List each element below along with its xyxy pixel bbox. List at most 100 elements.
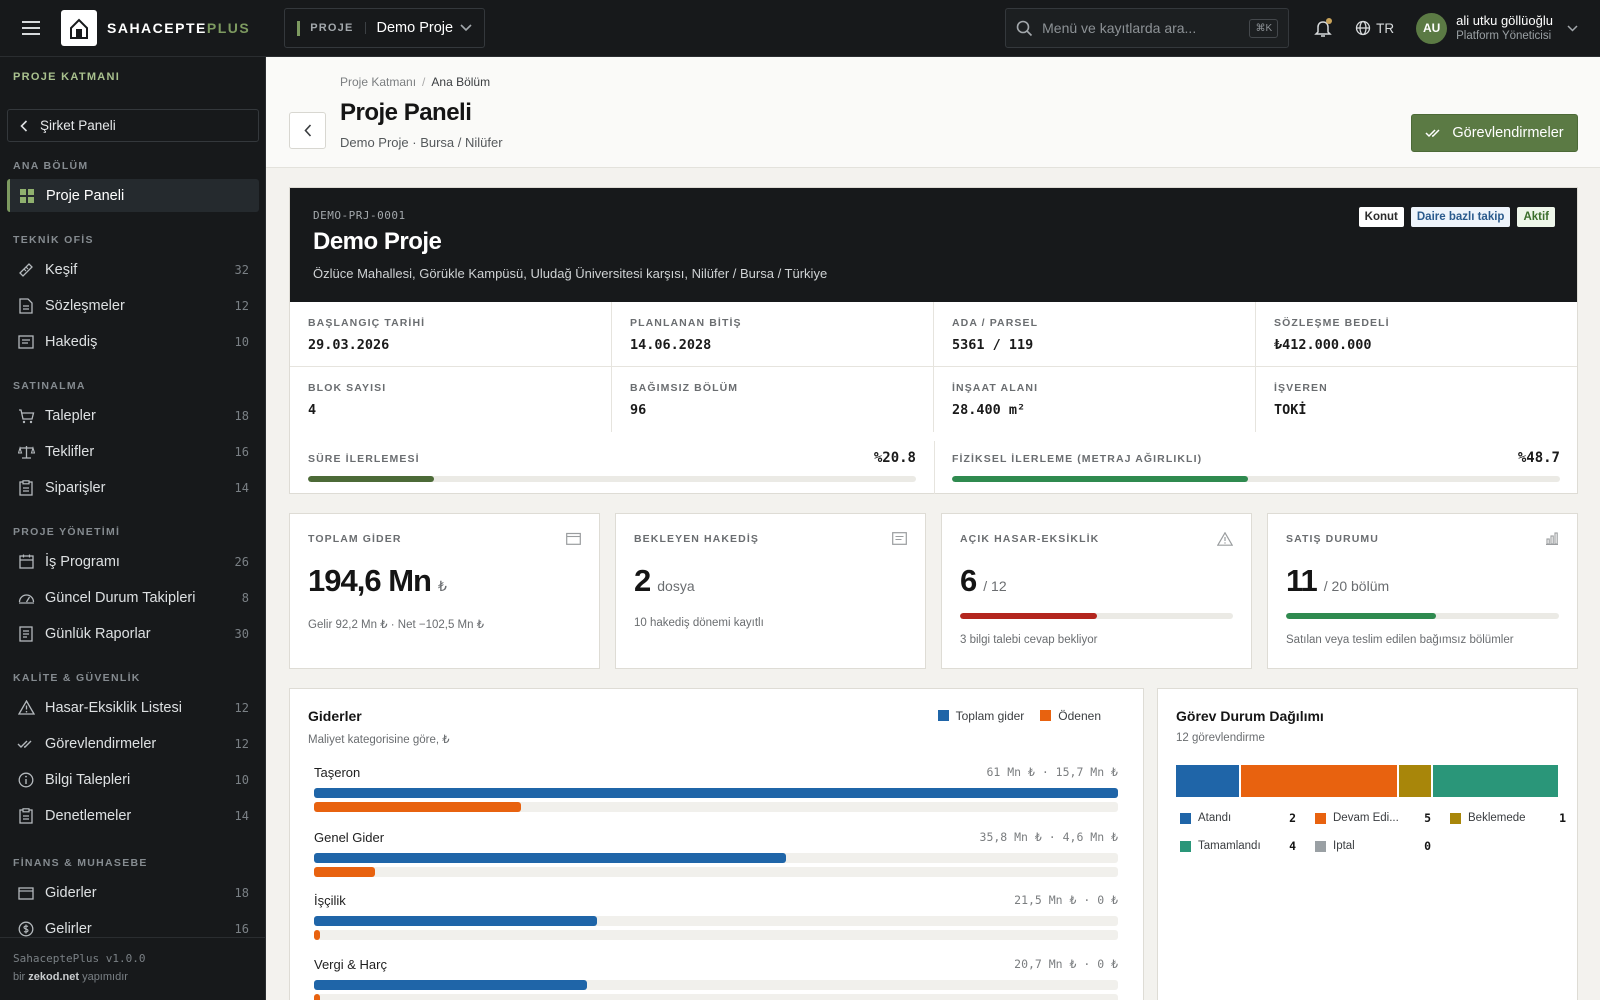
expenses-chart-card: Giderler Maliyet kategorisine göre, ₺ To… [289,688,1144,1000]
sidebar-item-count: 8 [241,590,249,605]
sidebar-item-status-tracking[interactable]: Güncel Durum Takipleri 8 [7,581,259,614]
notifications-button[interactable] [1311,16,1335,40]
global-search: ⌘K [1005,8,1290,48]
company-panel-back-button[interactable]: Şirket Paneli [7,109,259,142]
clipboard-check-icon [17,807,35,825]
expense-bar-track [314,930,1118,940]
chevron-down-icon [1567,24,1578,32]
breadcrumb: Proje Katmanı / Ana Bölüm [340,75,491,89]
project-switcher[interactable]: PROJE Demo Proje [284,8,486,48]
expense-paid-bar[interactable] [314,802,521,812]
sidebar-item-info-requests[interactable]: Bilgi Talepleri 10 [7,763,259,796]
expense-row: Vergi & Harç 20,7 Mn ₺ · 0 ₺ [314,957,1118,1000]
back-button[interactable] [289,112,326,149]
sidebar-item-orders[interactable]: Siparişler 14 [7,471,259,504]
sidebar-item-label: Güncel Durum Takipleri [45,589,196,606]
sidebar-section-tech: TEKNİK OFİS [13,234,94,246]
sidebar-section-purchase: SATINALMA [13,380,86,392]
bar-chart-icon [1546,532,1558,545]
sidebar-item-label: Denetlemeler [45,807,132,824]
legend-swatch [1315,812,1326,824]
sidebar-section-finance: FİNANS & MUHASEBE [13,857,148,869]
kpi-pending-payment[interactable]: BEKLEYEN HAKEDİŞ 2 dosya 10 hakediş dönem… [615,513,926,669]
time-progress-value: %20.8 [873,450,916,466]
double-check-icon [17,735,35,753]
expense-total-bar[interactable] [314,916,598,926]
expense-row: Taşeron 61 Mn ₺ · 15,7 Mn ₺ [314,765,1118,812]
sidebar-item-count: 16 [234,444,249,459]
project-name: Demo Proje [313,228,442,255]
menu-toggle-button[interactable] [0,0,61,57]
expense-paid-bar[interactable] [314,930,321,940]
expense-bar-track [314,867,1118,877]
user-menu[interactable]: AU ali utku göllüoğlu Platform Yöneticis… [1416,12,1578,44]
sidebar-item-kesif[interactable]: Keşif 32 [7,253,259,286]
task-status-segment[interactable] [1432,765,1558,797]
meta-employer: İŞVEREN TOKİ [1274,382,1328,418]
expense-total-bar[interactable] [314,980,587,990]
sidebar-item-project-panel[interactable]: Proje Paneli [7,179,259,212]
task-status-stacked-bar [1176,765,1558,797]
task-status-legend-item: Beklemede 1 [1446,811,1566,825]
sidebar-item-label: Talepler [45,407,96,424]
sidebar-item-inspections[interactable]: Denetlemeler 14 [7,799,259,832]
kpi-open-defects[interactable]: AÇIK HASAR-EKSİKLİK 6 / 12 3 bilgi talebi… [941,513,1252,669]
project-switcher-label: PROJE [310,22,366,34]
globe-icon [1355,20,1371,36]
expense-bar-track [314,788,1118,798]
legend-total: Toplam gider [937,709,1024,723]
sidebar-item-count: 26 [234,554,249,569]
receipt-icon [892,532,907,545]
page-header: Proje Katmanı / Ana Bölüm Proje Paneli Dem… [266,57,1600,168]
progress-divider [934,441,935,494]
brand-logo[interactable] [61,10,97,46]
task-status-name: Devam Edi... [1333,812,1399,824]
top-bar: SAHACEPTEPLUS PROJE Demo Proje ⌘K TR AU … [0,0,1600,57]
sidebar-item-expenses[interactable]: Giderler 18 [7,876,259,909]
bell-icon [1314,20,1332,37]
expense-category-label: Genel Gider [314,830,385,845]
sidebar-item-contracts[interactable]: Sözleşmeler 12 [7,289,259,322]
kpi-total-expense[interactable]: TOPLAM GİDER 194,6 Mn ₺ Gelir 92,2 Mn ₺ ·… [289,513,600,669]
sidebar-item-income[interactable]: Gelirler 16 [7,912,259,945]
meta-contract-value: SÖZLEŞME BEDELİ ₺412.000.000 [1256,302,1577,367]
expense-amount-label: 20,7 Mn ₺ · 0 ₺ [1014,957,1118,971]
kpi-subtext: Gelir 92,2 Mn ₺ · Net −102,5 Mn ₺ [308,619,485,631]
kpi-value: 2 [634,563,651,598]
expense-category-label: Vergi & Harç [314,957,387,972]
sidebar-item-count: 16 [234,921,249,936]
assignments-button[interactable]: Görevlendirmeler [1411,114,1578,152]
sidebar-item-offers[interactable]: Teklifler 16 [7,435,259,468]
sidebar-item-defects[interactable]: Hasar-Eksiklik Listesi 12 [7,691,259,724]
kpi-value: 11 [1286,563,1318,598]
expense-paid-bar[interactable] [314,867,375,877]
sidebar-item-daily-reports[interactable]: Günlük Raporlar 30 [7,617,259,650]
physical-progress-value: %48.7 [1517,450,1560,466]
legend-swatch [1180,812,1191,824]
expenses-legend: Toplam gider Ödenen [937,709,1101,723]
expense-paid-bar[interactable] [314,994,321,1000]
expense-category-label: Taşeron [314,765,361,780]
breadcrumb-root-link[interactable]: Proje Katmanı [340,75,417,89]
sidebar-item-assignments[interactable]: Görevlendirmeler 12 [7,727,259,760]
page-title: Proje Paneli [340,99,472,126]
task-status-segment[interactable] [1399,765,1431,797]
kpi-sales-status[interactable]: SATIŞ DURUMU 11 / 20 bölüm Satılan veya t… [1267,513,1578,669]
language-switcher[interactable]: TR [1355,20,1394,36]
search-input[interactable] [1042,20,1250,36]
expense-total-bar[interactable] [314,788,1118,798]
expense-total-bar[interactable] [314,853,786,863]
kpi-label: TOPLAM GİDER [308,533,402,545]
task-status-segment[interactable] [1240,765,1398,797]
sidebar-item-hakedis[interactable]: Hakediş 10 [7,325,259,358]
sidebar-item-requests[interactable]: Talepler 18 [7,399,259,432]
ruler-icon [17,261,35,279]
task-status-segment[interactable] [1176,765,1239,797]
kpi-progress-track [960,613,1233,619]
avatar: AU [1416,12,1448,44]
sidebar-item-schedule[interactable]: İş Programı 26 [7,545,259,578]
time-progress-fill [308,476,435,482]
sidebar-section-pm: PROJE YÖNETİMİ [13,526,121,538]
sidebar-item-label: Siparişler [45,479,106,496]
maker-link[interactable]: zekod.net [28,971,80,983]
